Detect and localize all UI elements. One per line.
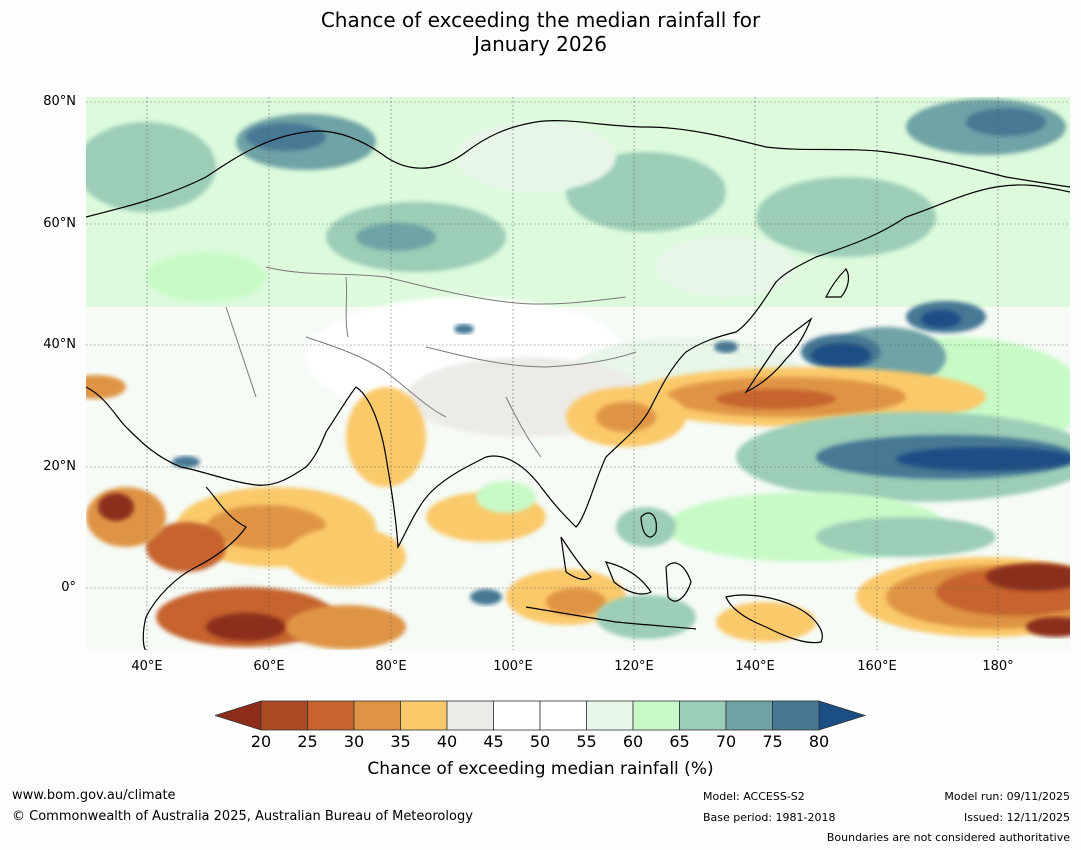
korea-wet-spot bbox=[714, 341, 738, 353]
colorbar-arrow-low bbox=[215, 700, 262, 731]
lat-label-0: 0° bbox=[61, 580, 76, 595]
colorbar-tick-70: 70 bbox=[715, 732, 737, 751]
colorbar-bin-20-25 bbox=[260, 700, 308, 731]
colorbar-tick-55: 55 bbox=[576, 732, 597, 751]
colorbar-title: Chance of exceeding median rainfall (%) bbox=[367, 759, 714, 779]
colorbar-tick-40: 40 bbox=[436, 732, 458, 751]
lon-label-180: 180° bbox=[982, 659, 1014, 674]
colorbar-tick-75: 75 bbox=[762, 732, 783, 751]
colorbar-tick-30: 30 bbox=[343, 732, 365, 751]
colorbar-arrow-high bbox=[818, 700, 867, 731]
arabia-wet-spot bbox=[172, 456, 200, 468]
maritime-continent-mixed bbox=[476, 481, 816, 642]
lat-label-40n: 40°N bbox=[43, 337, 76, 352]
colorbar-tick-80: 80 bbox=[808, 732, 830, 751]
colorbar-bin-40-45 bbox=[446, 700, 494, 731]
footer-model-run: Model run: 09/11/2025 bbox=[944, 790, 1070, 803]
lon-label-160e: 160°E bbox=[857, 659, 897, 674]
political-boundaries bbox=[225, 266, 637, 458]
footer-url[interactable]: www.bom.gov.au/climate bbox=[12, 788, 176, 803]
footer-issued: Issued: 12/11/2025 bbox=[963, 811, 1070, 824]
lon-label-80e: 80°E bbox=[375, 659, 407, 674]
central-asia-wet-spot bbox=[454, 324, 474, 334]
probability-field bbox=[86, 97, 1070, 649]
footer-base-period: Base period: 1981-2018 bbox=[703, 811, 836, 824]
east-africa-dry bbox=[86, 375, 406, 649]
rainfall-probability-map bbox=[86, 97, 1070, 650]
east-asia-dry-band bbox=[566, 367, 986, 447]
colorbar-bin-45-50 bbox=[493, 700, 541, 731]
colorbar-bin-55-60 bbox=[586, 700, 634, 731]
footer-copyright: © Commonwealth of Australia 2025, Austra… bbox=[12, 809, 473, 824]
chart-title: Chance of exceeding the median rainfall … bbox=[0, 8, 1081, 56]
colorbar-tick-65: 65 bbox=[669, 732, 690, 751]
graticule bbox=[86, 97, 1070, 650]
colorbar-tick-60: 60 bbox=[622, 732, 644, 751]
indian-ocean-wet-spot bbox=[470, 589, 502, 605]
colorbar-tick-20: 20 bbox=[250, 732, 272, 751]
indian-ocean-dry bbox=[146, 387, 546, 587]
lat-label-20n: 20°N bbox=[43, 459, 76, 474]
colorbar-bin-50-55 bbox=[539, 700, 587, 731]
colorbar-bin-60-65 bbox=[632, 700, 680, 731]
lon-label-140e: 140°E bbox=[735, 659, 775, 674]
colorbar-bin-30-35 bbox=[353, 700, 401, 731]
colorbar-bin-65-70 bbox=[679, 700, 727, 731]
lat-label-60n: 60°N bbox=[43, 216, 76, 231]
title-line-2: January 2026 bbox=[473, 32, 608, 56]
colorbar-bin-75-80 bbox=[772, 700, 820, 731]
northern-wet-region bbox=[86, 97, 1070, 307]
footer-disclaimer: Boundaries are not considered authoritat… bbox=[826, 831, 1070, 844]
colorbar-bin-35-40 bbox=[400, 700, 448, 731]
colorbar-bin-25-30 bbox=[307, 700, 355, 731]
lon-label-40e: 40°E bbox=[131, 659, 163, 674]
title-line-1: Chance of exceeding the median rainfall … bbox=[320, 8, 761, 32]
colorbar-segments bbox=[260, 700, 820, 731]
lat-label-80n: 80°N bbox=[43, 94, 76, 109]
lon-label-60e: 60°E bbox=[253, 659, 285, 674]
colorbar-tick-25: 25 bbox=[297, 732, 318, 751]
southwest-pacific-dry bbox=[856, 557, 1070, 637]
colorbar bbox=[215, 700, 867, 731]
lon-label-120e: 120°E bbox=[614, 659, 654, 674]
lon-label-100e: 100°E bbox=[493, 659, 533, 674]
colorbar-tick-45: 45 bbox=[483, 732, 504, 751]
colorbar-tick-35: 35 bbox=[390, 732, 411, 751]
colorbar-tick-50: 50 bbox=[529, 732, 551, 751]
coastlines bbox=[86, 120, 1070, 650]
map-svg bbox=[86, 97, 1070, 650]
colorbar-bin-70-75 bbox=[725, 700, 773, 731]
footer-model: Model: ACCESS-S2 bbox=[703, 790, 805, 803]
tropical-pacific-wet bbox=[666, 412, 1070, 562]
